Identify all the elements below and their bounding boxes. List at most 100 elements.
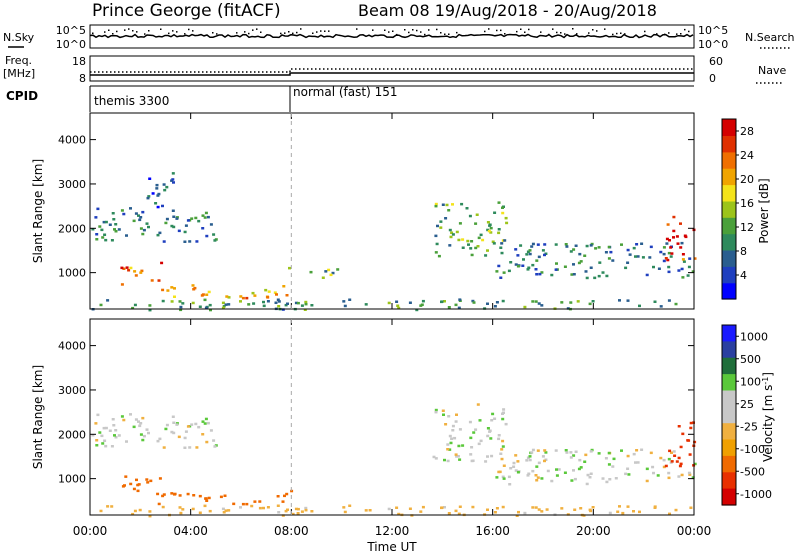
range-gate-cell xyxy=(516,471,520,474)
noise-search-point xyxy=(212,32,214,34)
range-gate-cell xyxy=(175,423,179,426)
range-gate-cell xyxy=(674,302,678,306)
noise-search-point xyxy=(256,28,258,30)
range-gate-cell xyxy=(652,265,655,269)
noise-search-point xyxy=(116,30,118,33)
range-gate-cell xyxy=(138,424,142,428)
range-gate-cell xyxy=(500,448,504,451)
range-gate-cell xyxy=(266,506,270,509)
range-gate-cell xyxy=(193,286,197,290)
range-gate-cell xyxy=(191,507,195,511)
range-gate-cell xyxy=(626,454,630,458)
range-gate-cell xyxy=(632,510,635,513)
range-gate-cell xyxy=(574,450,578,453)
range-gate-cell xyxy=(670,451,673,454)
colorbar-segment xyxy=(722,488,736,506)
range-gate-cell xyxy=(170,430,174,434)
time-tick-label: 20:00 xyxy=(576,524,611,538)
range-gate-cell xyxy=(564,449,568,452)
range-gate-cell xyxy=(212,439,216,442)
range-gate-cell xyxy=(679,222,682,225)
range-gate-cell xyxy=(348,504,352,507)
range-gate-cell xyxy=(686,274,690,277)
power-axes: 1000 2000 3000 4000 xyxy=(58,113,695,309)
range-gate-cell xyxy=(285,294,289,297)
range-gate-cell xyxy=(266,300,270,303)
range-gate-cell xyxy=(693,440,697,444)
range-gate-cell xyxy=(678,464,682,468)
range-gate-cell xyxy=(526,250,530,253)
range-gate-cell xyxy=(591,506,595,509)
range-gate-cell xyxy=(172,181,175,184)
range-gate-cell xyxy=(434,202,438,206)
range-gate-cell xyxy=(458,428,462,431)
range-gate-cell xyxy=(434,457,438,460)
range-gate-cell xyxy=(572,248,576,251)
noise-search-point xyxy=(396,33,398,36)
range-gate-cell xyxy=(448,244,452,247)
noise-search-point xyxy=(192,30,194,32)
range-gate-cell xyxy=(206,421,210,425)
range-gate-cell xyxy=(186,219,190,222)
scatter-region xyxy=(155,490,291,503)
range-gate-cell xyxy=(158,477,162,480)
range-gate-cell xyxy=(528,455,532,458)
range-gate-cell xyxy=(471,505,475,509)
scatter-region xyxy=(120,468,160,490)
range-gate-cell xyxy=(208,303,212,307)
range-gate-cell xyxy=(148,304,152,307)
range-gate-cell xyxy=(201,433,205,436)
range-gate-cell xyxy=(284,509,288,513)
colorbar-tick-label: 8 xyxy=(740,245,747,258)
range-gate-cell xyxy=(188,446,192,449)
range-gate-cell xyxy=(604,251,608,254)
range-gate-cell xyxy=(201,420,205,423)
range-gate-cell xyxy=(96,207,100,211)
freq-label-1: Freq. xyxy=(5,54,32,67)
range-gate-cell xyxy=(461,246,465,249)
range-gate-cell xyxy=(662,465,666,469)
range-gate-cell xyxy=(170,286,174,289)
range-gate-cell xyxy=(454,303,458,307)
time-tick-label: 08:00 xyxy=(274,524,309,538)
range-gate-cell xyxy=(531,300,535,303)
range-gate-cell xyxy=(554,243,558,246)
range-gate-cell xyxy=(368,509,372,512)
range-gate-cell xyxy=(170,224,174,228)
range-gate-cell xyxy=(589,266,593,269)
noise-right-label: N.Search xyxy=(745,31,795,44)
range-gate-cell xyxy=(458,505,462,508)
range-gate-cell xyxy=(457,306,461,310)
range-gate-cell xyxy=(145,478,149,481)
range-gate-cell xyxy=(572,454,576,457)
range-gate-cell xyxy=(635,449,639,452)
range-gate-cell xyxy=(171,178,175,181)
range-gate-cell xyxy=(469,247,473,250)
range-gate-cell xyxy=(484,460,488,463)
range-gate-cell xyxy=(111,212,115,215)
range-gate-cell xyxy=(538,272,542,276)
range-gate-cell xyxy=(666,258,670,262)
range-gate-cell xyxy=(550,273,554,277)
range-gate-cell xyxy=(672,236,675,239)
range-gate-cell xyxy=(227,303,231,306)
range-gate-cell xyxy=(474,222,478,225)
range-gate-cell xyxy=(139,216,143,219)
range-gate-cell xyxy=(443,458,446,462)
noise-search-point xyxy=(296,31,298,34)
range-gate-cell xyxy=(147,431,150,435)
range-gate-cell xyxy=(455,230,459,234)
range-gate-cell xyxy=(512,461,516,465)
colorbar-segment xyxy=(722,406,736,424)
range-gate-cell xyxy=(691,476,695,479)
range-gate-cell xyxy=(657,267,661,270)
noise-search-point xyxy=(428,29,430,31)
range-gate-cell xyxy=(141,210,145,214)
range-gate-cell xyxy=(675,235,679,238)
range-gate-cell xyxy=(536,243,540,246)
range-gate-cell xyxy=(441,203,445,206)
range-gate-cell xyxy=(687,265,691,269)
range-gate-cell xyxy=(578,458,582,462)
noise-search-point xyxy=(216,33,218,35)
range-gate-cell xyxy=(225,295,229,298)
